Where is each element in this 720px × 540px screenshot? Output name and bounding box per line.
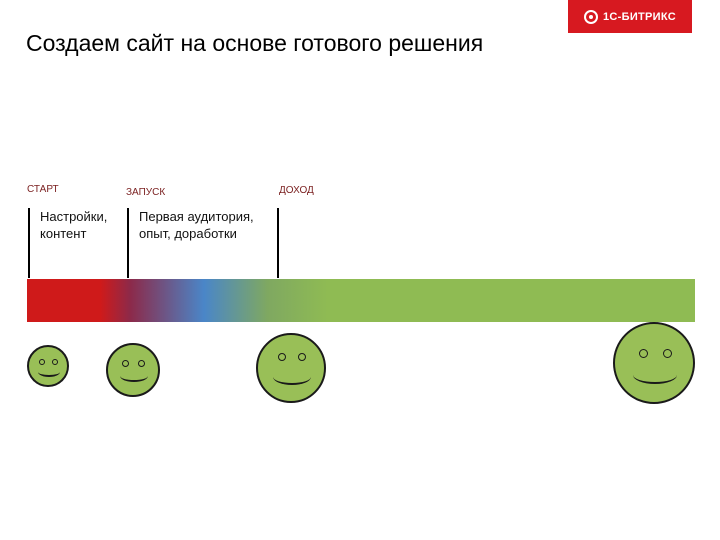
smiley-icon xyxy=(106,343,160,397)
smiley-icon xyxy=(613,322,695,404)
eye-icon xyxy=(138,360,145,367)
eye-icon xyxy=(663,349,672,358)
stage-label-launch: ЗАПУСК xyxy=(126,187,166,198)
logo-text: 1С-БИТРИКС xyxy=(602,10,676,23)
mouth-icon xyxy=(273,369,311,385)
eye-icon xyxy=(39,359,45,365)
logo-mark-icon xyxy=(583,9,598,24)
smiley-icon xyxy=(27,345,69,387)
eye-icon xyxy=(298,353,306,361)
eye-icon xyxy=(639,349,648,358)
smiley-icon xyxy=(256,333,326,403)
eye-icon xyxy=(52,359,58,365)
eye-icon xyxy=(278,353,286,361)
mouth-icon xyxy=(38,367,60,377)
stage-label-income: ДОХОД xyxy=(279,185,314,196)
brand-logo: 1С-БИТРИКС xyxy=(568,0,692,33)
progress-timeline-bar xyxy=(27,279,695,322)
slide-title: Создаем сайт на основе готового решения xyxy=(26,30,484,56)
eye-icon xyxy=(122,360,129,367)
mouth-icon xyxy=(120,370,148,382)
stage-note-launch: Первая аудитория, опыт, доработки xyxy=(127,208,279,278)
stage-note-start: Настройки, контент xyxy=(28,208,124,278)
stage-label-start: СТАРТ xyxy=(27,184,59,195)
mouth-icon xyxy=(633,366,677,384)
